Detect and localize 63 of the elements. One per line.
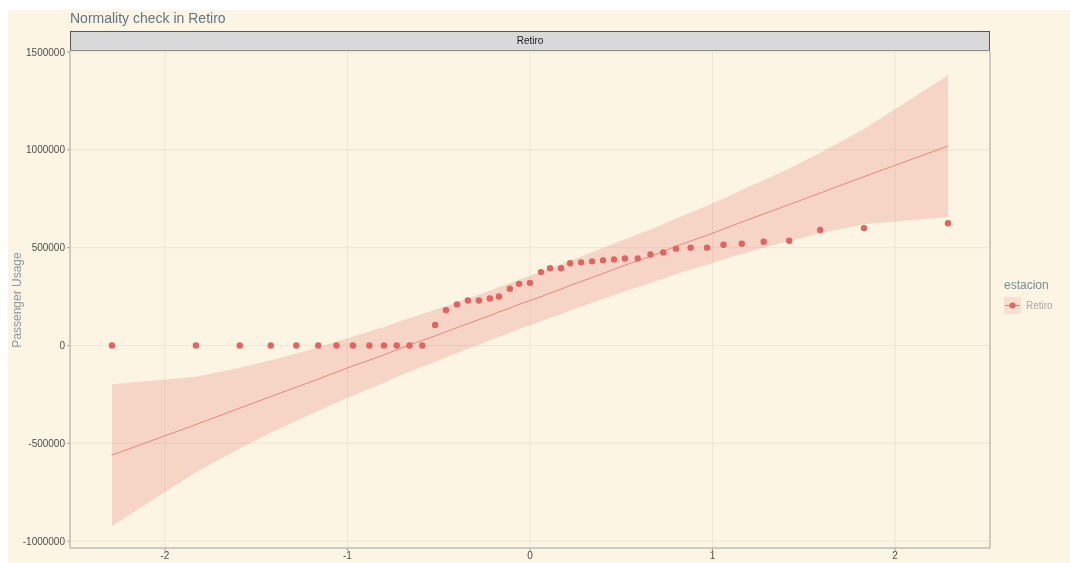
- x-tick-label: 2: [892, 550, 899, 562]
- point: [442, 307, 450, 314]
- point: [817, 226, 824, 234]
- point: [860, 224, 868, 232]
- point: [738, 240, 745, 247]
- y-tick-label: 500000: [31, 242, 66, 254]
- point: [786, 237, 793, 244]
- legend-label: Retiro: [1026, 299, 1053, 311]
- facet-strip: Retiro: [70, 31, 990, 51]
- point: [577, 259, 585, 266]
- chart-subtitle: Retiro: [516, 35, 544, 46]
- point: [647, 251, 654, 258]
- point: [703, 244, 711, 251]
- point: [315, 342, 322, 349]
- point: [621, 255, 629, 262]
- point: [495, 293, 503, 300]
- point: [537, 268, 545, 276]
- point: [486, 295, 494, 302]
- x-tick-label: -1: [343, 550, 353, 562]
- point: [599, 257, 607, 264]
- point: [634, 255, 641, 262]
- point: [660, 249, 667, 256]
- point: [588, 258, 596, 265]
- point: [557, 265, 565, 272]
- point: [546, 265, 554, 272]
- point: [610, 256, 618, 263]
- point: [720, 241, 727, 248]
- point: [380, 342, 388, 349]
- point: [393, 342, 400, 349]
- y-tick-label: 0: [59, 340, 66, 352]
- x-tick-label: 0: [527, 550, 534, 562]
- point: [453, 301, 461, 308]
- point: [406, 342, 413, 349]
- point: [515, 280, 523, 288]
- point: [267, 342, 274, 349]
- point: [333, 342, 340, 349]
- x-tick-label: -2: [160, 550, 170, 562]
- point: [672, 245, 680, 252]
- y-tick-label: -500000: [28, 437, 66, 449]
- point: [475, 297, 483, 304]
- y-axis-title: Passenger Usage: [10, 251, 24, 348]
- point: [431, 321, 439, 329]
- point: [108, 342, 116, 349]
- point: [192, 342, 200, 349]
- point: [506, 285, 514, 292]
- point: [236, 342, 243, 349]
- point: [944, 220, 952, 227]
- point: [419, 342, 426, 349]
- point: [526, 279, 534, 287]
- y-tick-label: 1500000: [26, 46, 66, 58]
- chart-title: Normality check in Retiro: [70, 10, 226, 26]
- legend-title: estacion: [1004, 277, 1049, 292]
- y-tick-label: -1000000: [22, 535, 66, 547]
- point: [687, 244, 694, 251]
- x-tick-label: 1: [709, 550, 716, 562]
- line-series: [111, 145, 949, 456]
- point: [464, 297, 472, 304]
- point: [566, 260, 574, 267]
- y-tick-label: 1000000: [26, 144, 66, 156]
- point: [366, 342, 373, 349]
- point: [349, 342, 357, 349]
- point: [293, 342, 300, 349]
- point: [760, 238, 767, 245]
